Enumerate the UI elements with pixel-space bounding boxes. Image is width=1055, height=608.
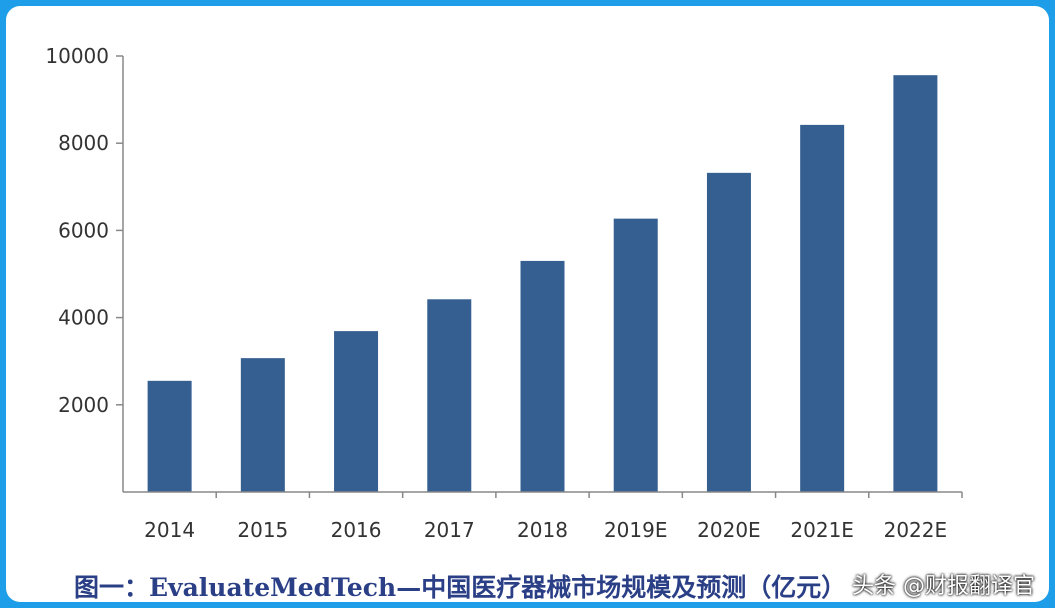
- bar-2022E: [893, 75, 938, 493]
- bar-2021E: [800, 124, 845, 492]
- bar-2015: [240, 358, 285, 492]
- bar-2014: [147, 380, 192, 492]
- x-tick-label: 2021E: [790, 518, 854, 542]
- x-tick-label: 2022E: [884, 518, 948, 542]
- x-tick-label: 2014: [144, 518, 195, 542]
- chart-frame: 2000 4000 6000 8000 10000 2014 2015 2016 2017 20…: [6, 6, 1049, 602]
- y-tick-label: 8000: [58, 131, 109, 155]
- x-tick-label: 2018: [517, 518, 568, 542]
- bar-2016: [334, 331, 379, 492]
- bar-2017: [427, 299, 472, 492]
- x-tick-label: 2016: [331, 518, 382, 542]
- y-tick-label: 2000: [58, 393, 109, 417]
- bar-2018: [520, 260, 565, 492]
- bar-2019E: [613, 218, 658, 493]
- y-tick-label: 10000: [45, 44, 109, 68]
- y-tick-label: 6000: [58, 218, 109, 242]
- bar-2020E: [706, 172, 751, 492]
- x-tick-label: 2015: [237, 518, 288, 542]
- y-tick-label: 4000: [58, 306, 109, 330]
- x-axis: 2014 2015 2016 2017 2018 2019E 2020E 2021E 2022E: [144, 492, 963, 542]
- x-tick-label: 2017: [424, 518, 475, 542]
- bars: [147, 75, 938, 493]
- y-axis: 2000 4000 6000 8000 10000: [45, 44, 123, 417]
- x-tick-label: 2019E: [604, 518, 668, 542]
- x-tick-label: 2020E: [697, 518, 761, 542]
- chart-caption: 图一：EvaluateMedTech—中国医疗器械市场规模及预测（亿元）: [74, 573, 847, 602]
- watermark: 头条 @财报翻译官: [852, 574, 1035, 599]
